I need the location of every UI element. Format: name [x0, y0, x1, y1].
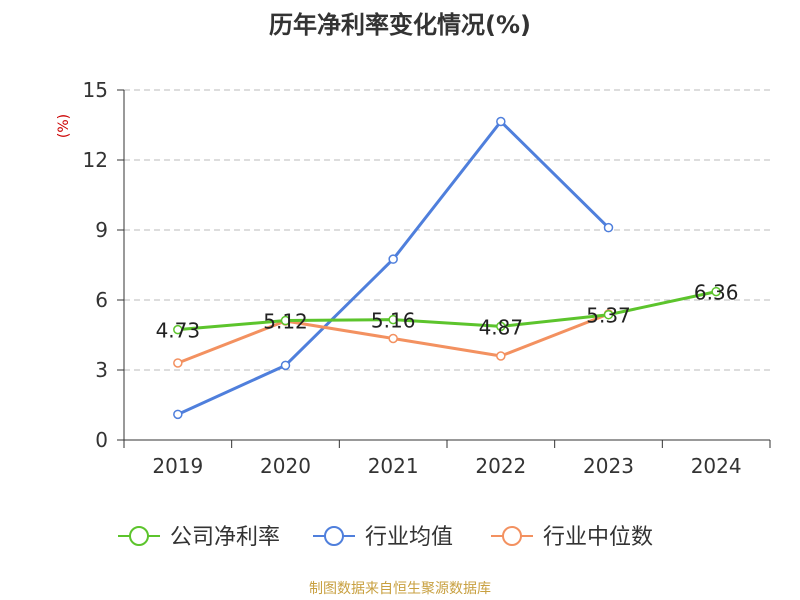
data-point: [496, 116, 506, 127]
data-point: [280, 315, 291, 326]
x-tick-label: 2021: [368, 454, 419, 478]
legend[interactable]: 公司净利率 行业均值 行业中位数: [118, 525, 653, 550]
data-point: [603, 309, 614, 320]
legend-label: 公司净利率: [170, 525, 280, 550]
axes: 0 3 6 9 12 15 2019 2020 2021 2022 2023 2024: [83, 78, 771, 478]
data-point: [173, 324, 183, 335]
series-layer: [173, 116, 721, 420]
legend-label: 行业中位数: [543, 525, 653, 550]
data-point: [280, 360, 291, 371]
grid-lines: [124, 89, 770, 371]
legend-marker: [129, 526, 149, 546]
data-point: [711, 286, 721, 297]
data-point: [388, 314, 398, 325]
data-labels: 4.73 5.12 5.16 4.87 5.37 6.36: [156, 281, 739, 343]
legend-marker: [324, 526, 344, 546]
legend-item[interactable]: 公司净利率: [118, 525, 280, 550]
x-tick-label: 2022: [475, 454, 526, 478]
y-tick-label: 9: [95, 218, 108, 242]
data-label: 5.37: [586, 304, 631, 328]
legend-label: 行业均值: [365, 525, 453, 550]
y-tick-label: 3: [95, 358, 108, 382]
x-tick-label: 2024: [691, 454, 742, 478]
y-axis-unit-label: (%): [56, 114, 72, 138]
data-label: 6.36: [694, 281, 739, 305]
data-point: [496, 321, 506, 332]
y-tick-label: 6: [95, 288, 108, 312]
y-tick-label: 15: [83, 78, 108, 102]
data-point: [388, 333, 398, 344]
y-tick-label: 12: [83, 148, 108, 172]
x-tick-label: 2023: [583, 454, 634, 478]
legend-item[interactable]: 行业均值: [313, 525, 453, 550]
y-tick-label: 0: [95, 428, 108, 452]
data-point: [173, 409, 183, 420]
legend-item[interactable]: 行业中位数: [491, 525, 653, 550]
series-line: [177, 290, 717, 332]
data-point: [388, 254, 398, 264]
data-label: 4.73: [156, 319, 201, 343]
legend-marker: [502, 526, 522, 546]
data-label: 5.12: [263, 310, 308, 334]
data-source-note: 制图数据来自恒生聚源数据库: [309, 581, 491, 597]
data-label: 4.87: [479, 315, 524, 339]
data-point: [173, 358, 183, 368]
x-tick-label: 2020: [260, 454, 311, 478]
chart-title: 历年净利率变化情况(%): [269, 11, 531, 39]
x-tick-label: 2019: [152, 454, 203, 478]
data-point: [603, 222, 614, 233]
series-line: [177, 120, 610, 416]
data-point: [496, 351, 506, 361]
data-label: 5.16: [371, 309, 416, 333]
